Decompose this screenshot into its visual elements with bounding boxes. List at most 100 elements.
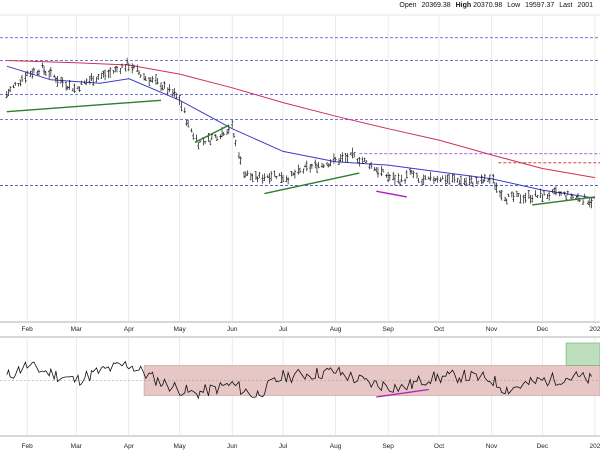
ohlc-bar <box>505 198 508 205</box>
trendline <box>194 124 230 143</box>
ohlc-bar <box>507 193 510 197</box>
ohlc-bar <box>480 174 483 184</box>
ohlc-bar <box>108 67 112 78</box>
ohlc-bar <box>90 73 93 81</box>
ohlc-bar <box>24 72 27 84</box>
ohlc-bar <box>132 64 136 69</box>
open-value: 20369.38 <box>421 2 451 9</box>
ohlc-bar <box>137 70 141 76</box>
ohlc-bar <box>36 70 39 76</box>
trendline <box>6 99 162 113</box>
ohlc-bar <box>539 188 542 198</box>
ohlc-bar <box>581 199 585 205</box>
ohlc-bar <box>32 67 36 74</box>
ohlc-bar <box>564 194 568 201</box>
ohlc-bar <box>166 87 169 95</box>
ohlc-bar <box>588 197 592 208</box>
ohlc-bar <box>375 167 378 173</box>
oscillator-line <box>6 360 592 400</box>
ohlc-bar <box>317 161 320 169</box>
ohlc-bar <box>186 119 190 128</box>
ohlc-bar <box>315 163 319 174</box>
ohlc-bar <box>275 176 278 180</box>
ohlc-bar <box>349 152 353 156</box>
ohlc-bar <box>531 195 534 203</box>
ohlc-bar <box>251 173 254 183</box>
ohlc-bar <box>41 62 44 69</box>
ohlc-bar <box>281 174 285 183</box>
ohlc-bar <box>486 179 490 183</box>
ohlc-bar <box>17 83 20 87</box>
ohlc-bar <box>185 120 188 126</box>
oscillator-x-tick-label: Sep <box>382 443 394 450</box>
high-value: 20370.98 <box>473 2 503 9</box>
ohlc-bar <box>337 158 341 165</box>
ohlc-bar <box>12 84 15 89</box>
ohlc-bar <box>297 164 300 175</box>
ohlc-bar <box>44 70 47 76</box>
ohlc-bar <box>483 173 486 182</box>
ohlc-bar <box>541 194 544 202</box>
ohlc-bar <box>120 63 124 68</box>
ohlc-bar <box>392 171 395 181</box>
ohlc-bar <box>68 80 71 90</box>
price-x-tick-label: Jul <box>279 326 288 333</box>
price-x-tick-label: 202 <box>589 326 600 333</box>
ohlc-bar <box>190 128 193 133</box>
ohlc-bar <box>154 74 158 85</box>
ohlc-bar <box>159 82 163 92</box>
ohlc-bar <box>115 65 119 73</box>
price-x-tick-label: Jun <box>227 326 238 333</box>
oscillator-x-tick-label: Apr <box>124 443 135 450</box>
ohlc-bar <box>175 92 178 99</box>
ohlc-bar <box>463 178 466 186</box>
ohlc-bar <box>498 189 502 198</box>
ohlc-bar <box>156 78 159 85</box>
ohlc-bar <box>468 175 471 186</box>
ohlc-bar <box>203 140 207 145</box>
moving-average-line <box>6 60 595 179</box>
ohlc-bar <box>475 176 478 184</box>
open-label: Open <box>399 2 417 9</box>
ohlc-bar <box>344 153 347 162</box>
ohlc-bar <box>329 159 332 167</box>
ohlc-bar <box>471 181 475 187</box>
ohlc-bar <box>142 73 146 81</box>
ohlc-bar <box>5 91 8 99</box>
ohlc-bar <box>293 169 297 179</box>
oscillator-x-tick-label: Oct <box>434 443 444 450</box>
ohlc-bar <box>381 168 385 173</box>
ohlc-bar <box>273 170 276 177</box>
ohlc-bar <box>314 159 317 169</box>
ohlc-bar <box>249 172 253 181</box>
ohlc-bar <box>558 191 561 197</box>
last-value: 2001 <box>577 2 593 9</box>
ohlc-bar <box>363 157 366 162</box>
ohlc-bar <box>364 160 368 163</box>
ohlc-bar <box>456 177 459 183</box>
ohlc-bar <box>353 152 356 158</box>
ohlc-bar <box>246 170 249 176</box>
ohlc-bar <box>286 177 290 185</box>
ohlc-bar <box>139 74 142 78</box>
oscillator-x-tick-label: Aug <box>330 443 342 450</box>
ohlc-bar <box>290 170 293 177</box>
ohlc-bar <box>512 192 515 203</box>
low-value: 19597.37 <box>525 2 555 9</box>
price-x-tick-label: May <box>174 326 187 333</box>
ohlc-bar <box>397 173 400 184</box>
ohlc-header: Open 20369.38 High 20370.98 Low 19597.37… <box>399 2 596 9</box>
trendline <box>376 190 407 198</box>
ohlc-bar <box>439 177 442 183</box>
ohlc-bar <box>302 168 305 174</box>
ohlc-bar <box>147 77 151 86</box>
ohlc-bar <box>49 67 53 77</box>
oscillator-x-tick-label: Feb <box>22 443 34 450</box>
ohlc-bar <box>234 140 237 147</box>
ohlc-bar <box>339 154 342 163</box>
ohlc-bar <box>515 190 519 198</box>
ohlc-bar <box>31 68 34 79</box>
ohlc-bar <box>453 174 456 184</box>
ohlc-bar <box>403 178 407 184</box>
price-x-tick-label: Feb <box>22 326 34 333</box>
